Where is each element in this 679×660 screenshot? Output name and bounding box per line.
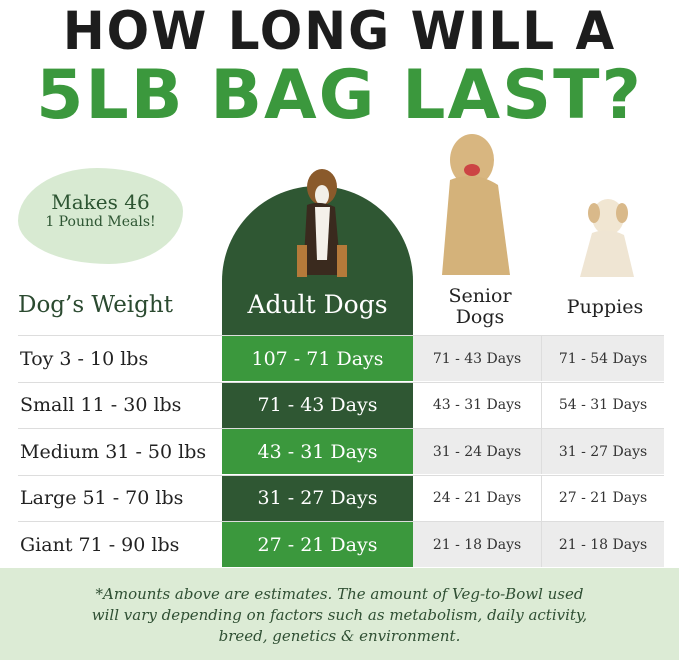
badge-line-2: 1 Pound Meals!	[45, 214, 156, 230]
adult-dog-image	[297, 169, 347, 277]
table-row: Medium 31 - 50 lbs 43 - 31 Days 31 - 24 …	[18, 428, 664, 474]
senior-cell: 71 - 43 Days	[413, 336, 542, 381]
adult-cell: 27 - 21 Days	[222, 522, 413, 567]
puppies-cell: 31 - 27 Days	[542, 429, 664, 474]
adult-cell: 71 - 43 Days	[222, 382, 413, 428]
table-row: Giant 71 - 90 lbs 27 - 21 Days 21 - 18 D…	[18, 521, 664, 567]
header-puppies: Puppies	[566, 296, 644, 318]
header-dogs-weight: Dog’s Weight	[18, 292, 173, 318]
adult-cell: 31 - 27 Days	[222, 475, 413, 521]
adult-cell: 43 - 31 Days	[222, 429, 413, 474]
senior-cell: 21 - 18 Days	[413, 522, 542, 567]
weight-cell: Toy 3 - 10 lbs	[20, 347, 149, 370]
senior-dog-image	[442, 134, 510, 275]
header-senior-dogs: Senior Dogs	[448, 285, 512, 328]
puppies-cell: 71 - 54 Days	[542, 336, 664, 381]
senior-cell: 31 - 24 Days	[413, 429, 542, 474]
weight-cell: Small 11 - 30 lbs	[20, 394, 182, 416]
title-line-2: 5LB BAG LAST?	[36, 56, 643, 135]
header-adult-dogs: Adult Dogs	[247, 290, 388, 319]
weight-cell: Large 51 - 70 lbs	[20, 487, 184, 509]
senior-cell: 43 - 31 Days	[413, 382, 542, 428]
meals-badge: Makes 46 1 Pound Meals!	[18, 168, 183, 264]
footnote: *Amounts above are estimates. The amount…	[0, 568, 679, 660]
weight-cell: Giant 71 - 90 lbs	[20, 533, 180, 556]
puppies-cell: 54 - 31 Days	[542, 382, 664, 428]
puppies-cell: 21 - 18 Days	[542, 522, 664, 567]
title-line-1: HOW LONG WILL A	[62, 0, 617, 62]
weight-cell: Medium 31 - 50 lbs	[20, 440, 207, 463]
puppies-cell: 27 - 21 Days	[542, 475, 664, 521]
table-row: Small 11 - 30 lbs 71 - 43 Days 43 - 31 D…	[18, 381, 664, 428]
senior-cell: 24 - 21 Days	[413, 475, 542, 521]
table-row: Toy 3 - 10 lbs 107 - 71 Days 71 - 43 Day…	[18, 335, 664, 381]
table-row: Large 51 - 70 lbs 31 - 27 Days 24 - 21 D…	[18, 474, 664, 521]
adult-cell: 107 - 71 Days	[222, 336, 413, 381]
puppy-image	[580, 199, 634, 277]
badge-line-1: Makes 46	[51, 190, 150, 214]
